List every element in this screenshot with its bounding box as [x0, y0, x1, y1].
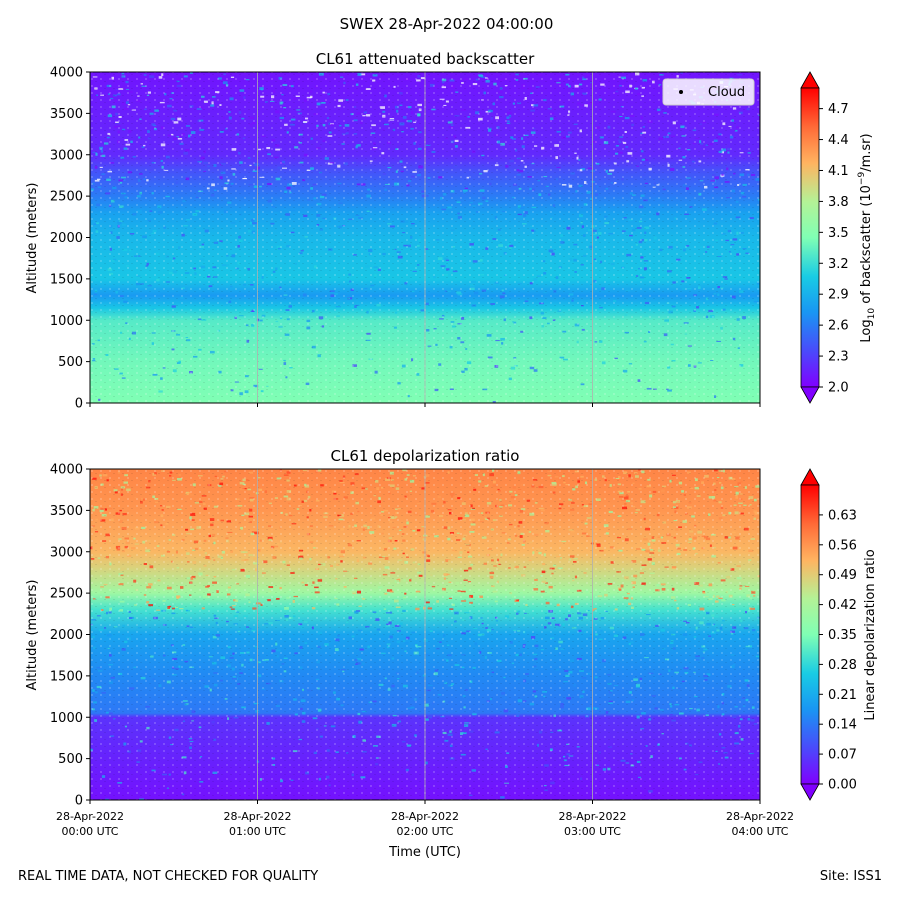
panel2-title: CL61 depolarization ratio [331, 447, 520, 465]
y-tick-label: 2500 [50, 587, 83, 602]
x-tick-label-time: 00:00 UTC [61, 825, 118, 838]
y-tick-label: 1000 [50, 314, 83, 329]
colorbar-tick-label: 0.14 [828, 718, 857, 733]
y-tick-label: 3500 [50, 107, 83, 122]
y-tick-label: 1500 [50, 272, 83, 287]
y-tick-label: 0 [75, 397, 83, 412]
x-tick-label-date: 28-Apr-2022 [223, 810, 291, 823]
panel1-title: CL61 attenuated backscatter [316, 50, 535, 68]
colorbar-tick-label: 2.3 [828, 350, 849, 365]
colorbar-tick-label: 3.8 [828, 195, 849, 210]
colorbar-tick-label: 4.4 [828, 133, 849, 148]
footer-disclaimer: REAL TIME DATA, NOT CHECKED FOR QUALITY [18, 869, 319, 884]
y-tick-label: 2000 [50, 231, 83, 246]
colorbar-tick-label: 0.07 [828, 748, 857, 763]
x-tick-label-time: 04:00 UTC [731, 825, 788, 838]
footer-site: Site: ISS1 [819, 869, 882, 884]
x-tick-label-time: 02:00 UTC [396, 825, 453, 838]
colorbar-tick-label: 0.21 [828, 688, 857, 703]
colorbar-tick-label: 2.9 [828, 288, 849, 303]
cloud-marker-icon [679, 90, 683, 94]
y-tick-label: 4000 [50, 463, 83, 478]
colorbar-tick-label: 2.6 [828, 319, 849, 334]
y-tick-label: 2000 [50, 628, 83, 643]
suptitle: SWEX 28-Apr-2022 04:00:00 [339, 15, 554, 33]
panel1-legend: Cloud [662, 78, 755, 106]
x-tick-label-date: 28-Apr-2022 [391, 810, 459, 823]
panel1-time-gridlines [257, 72, 593, 403]
colorbar-tick-label: 0.28 [828, 658, 857, 673]
legend-cloud-label: Cloud [708, 85, 745, 100]
y-tick-label: 1500 [50, 669, 83, 684]
colorbar-tick-label: 0.35 [828, 628, 857, 643]
x-tick-label-time: 01:00 UTC [229, 825, 286, 838]
panel2-colorbar-label: Linear depolarization ratio [863, 549, 878, 720]
panel2-ylabel: Altitude (meters) [25, 580, 40, 691]
colorbar-tick-label: 3.2 [828, 257, 849, 272]
panel2-time-gridlines [257, 469, 593, 800]
colorbar-tick-label: 2.0 [828, 381, 849, 396]
colorbar-tick-label: 0.49 [828, 568, 857, 583]
x-tick-label-date: 28-Apr-2022 [558, 810, 626, 823]
panel2-colorbar: 0.00 0.07 0.14 0.21 0.28 0.35 0.42 0.49 0.56 0.63… [800, 468, 878, 801]
x-tick-label-date: 28-Apr-2022 [56, 810, 124, 823]
y-tick-label: 0 [75, 794, 83, 809]
panel1-y-axis: 0 500 1000 1500 2000 2500 3000 3500 4000 [50, 66, 90, 412]
panel2-x-axis: 28-Apr-2022 00:00 UTC 28-Apr-2022 01:00 UTC… [56, 800, 794, 838]
panel1-colorbar-label: Log10 of backscatter (10−9/m.sr) [857, 133, 877, 342]
colorbar-tick-label: 0.00 [828, 778, 857, 793]
colorbar-tick-label: 4.1 [828, 164, 849, 179]
panel2-xlabel: Time (UTC) [388, 845, 461, 860]
y-tick-label: 3000 [50, 148, 83, 163]
x-tick-label-date: 28-Apr-2022 [726, 810, 794, 823]
y-tick-label: 500 [58, 355, 83, 370]
y-tick-label: 4000 [50, 66, 83, 81]
y-tick-label: 3500 [50, 504, 83, 519]
y-tick-label: 1000 [50, 711, 83, 726]
colorbar-tick-label: 0.56 [828, 538, 857, 553]
colorbar-tick-label: 3.5 [828, 226, 849, 241]
colorbar-tick-label: 4.7 [828, 102, 849, 117]
panel1-ylabel: Altitude (meters) [25, 183, 40, 294]
y-tick-label: 500 [58, 752, 83, 767]
colorbar-tick-label: 0.63 [828, 508, 857, 523]
panel1-colorbar: 2.0 2.3 2.6 2.9 3.2 3.5 3.8 4.1 4.4 4.7 Log10 of … [800, 71, 877, 404]
y-tick-label: 3000 [50, 545, 83, 560]
y-tick-label: 2500 [50, 190, 83, 205]
panel1-x-ticks [89, 403, 761, 407]
colorbar-tick-label: 0.42 [828, 598, 857, 613]
x-tick-label-time: 03:00 UTC [564, 825, 621, 838]
panel2-y-axis: 0 500 1000 1500 2000 2500 3000 3500 4000 [50, 463, 90, 809]
